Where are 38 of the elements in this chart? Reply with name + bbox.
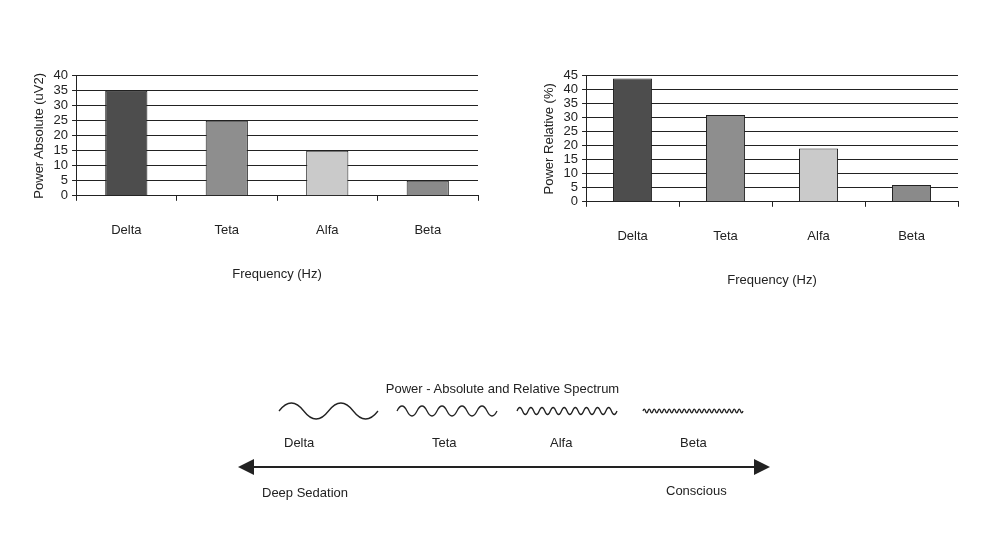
x-axis-title: Frequency (Hz) <box>727 271 817 287</box>
y-tick-label: 0 <box>60 187 69 203</box>
y-tick-label: 45 <box>563 67 579 83</box>
y-tick-label: 15 <box>53 142 69 158</box>
y-tick-label: 20 <box>563 137 579 153</box>
category-label: Beta <box>680 435 707 450</box>
y-tick-label: 30 <box>53 97 69 113</box>
y-tick-label: 20 <box>53 127 69 143</box>
y-tick-label: 5 <box>570 179 579 195</box>
x-tick-label: Alfa <box>316 222 340 238</box>
y-tick-label: 25 <box>53 112 69 128</box>
x-tick-label: Delta <box>111 222 143 238</box>
y-tick-label: 10 <box>53 157 69 173</box>
x-tick-label: Teta <box>713 228 739 244</box>
y-tick-label: 35 <box>53 82 69 98</box>
y-tick-label: 40 <box>53 67 69 83</box>
y-tick-label: 25 <box>563 123 579 139</box>
y-tick-label: 30 <box>563 109 579 125</box>
x-tick-label: Beta <box>898 228 926 244</box>
y-tick-label: 0 <box>570 193 579 209</box>
text: Deep Sedation <box>262 485 349 500</box>
text: Power - Absolute and Relative Spectrum <box>384 381 621 396</box>
x-tick-label: Teta <box>214 222 240 238</box>
category-label: Delta <box>284 435 315 450</box>
x-axis-title: Frequency (Hz) <box>232 265 322 281</box>
category-label: Alfa <box>550 435 573 450</box>
text: Conscious <box>666 483 727 498</box>
category-label: Teta <box>432 435 457 450</box>
y-tick-label: 15 <box>563 151 579 167</box>
y-tick-label: 10 <box>563 165 579 181</box>
x-tick-label: Delta <box>617 228 649 244</box>
y-tick-label: 40 <box>563 81 579 97</box>
x-tick-label: Beta <box>414 222 442 238</box>
y-tick-label: 5 <box>60 172 69 188</box>
x-tick-label: Alfa <box>807 228 831 244</box>
y-axis-title: Power Relative (%) <box>541 83 557 195</box>
y-tick-label: 35 <box>563 95 579 111</box>
y-axis-title: Power Absolute (uV2) <box>31 72 47 199</box>
